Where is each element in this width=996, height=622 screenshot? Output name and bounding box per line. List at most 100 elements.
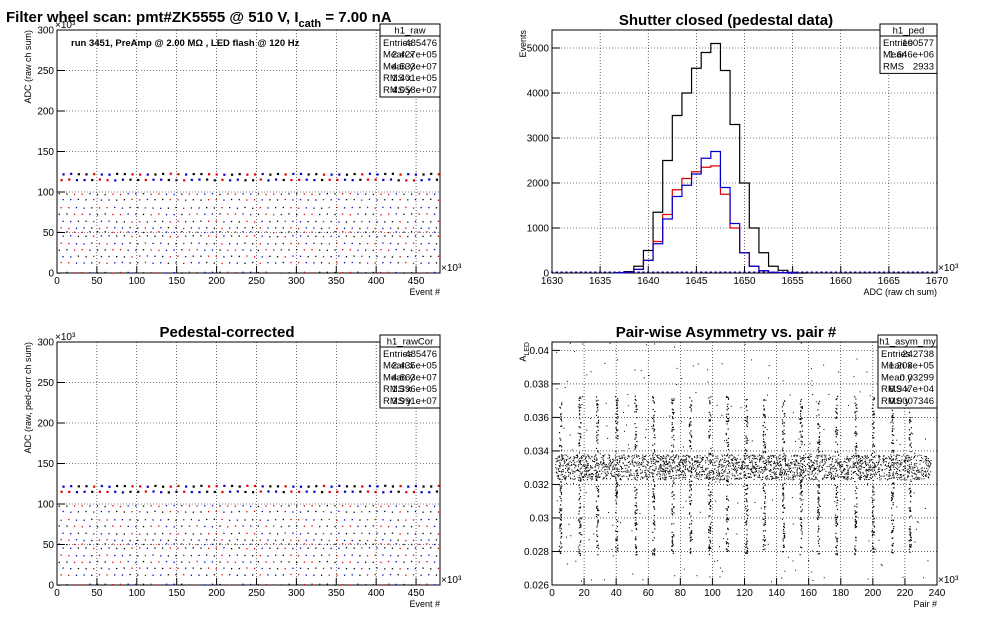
data-point [890, 477, 892, 479]
data-point [643, 458, 645, 460]
data-point [211, 543, 214, 545]
data-point [284, 532, 286, 534]
data-point [129, 519, 131, 521]
data-point [640, 463, 642, 465]
data-point [257, 272, 260, 274]
data-point [898, 454, 900, 456]
data-point [706, 468, 708, 470]
stats-row-value: 4.863e+07 [392, 372, 437, 383]
data-point [722, 458, 724, 460]
data-point [715, 455, 717, 457]
outlier-point [580, 506, 582, 508]
data-point [303, 543, 306, 545]
outlier-point [619, 522, 621, 524]
data-point [637, 472, 639, 474]
x-tick-label: 200 [208, 588, 225, 599]
data-point [150, 543, 152, 546]
data-point [888, 472, 890, 474]
data-point [785, 477, 787, 479]
data-point [836, 460, 838, 462]
data-point [292, 199, 294, 201]
data-point [866, 455, 868, 457]
data-point [851, 455, 853, 457]
data-point [288, 193, 290, 195]
data-point [892, 464, 894, 466]
data-point [866, 472, 868, 474]
spike-point [616, 538, 618, 541]
data-point [387, 231, 390, 234]
spike-point [597, 521, 599, 523]
data-point [349, 561, 351, 563]
outlier-point [867, 578, 869, 580]
data-point [96, 214, 99, 216]
data-point [855, 473, 857, 475]
data-point [905, 469, 907, 471]
data-point [357, 583, 359, 585]
spike-point [616, 495, 618, 497]
data-point [129, 227, 131, 229]
data-point [718, 463, 720, 465]
outlier-point [572, 482, 574, 484]
outlier-point [730, 405, 732, 407]
data-point [137, 574, 139, 576]
data-point [62, 256, 64, 258]
spike-point [596, 545, 599, 547]
data-point [797, 475, 799, 477]
data-point [215, 255, 217, 257]
x-tick-label: 200 [864, 588, 881, 599]
data-point [399, 484, 402, 488]
data-point [823, 463, 825, 465]
data-point [778, 477, 780, 479]
data-point [359, 555, 361, 557]
data-point [198, 207, 200, 209]
data-point [83, 227, 85, 229]
data-point [662, 460, 664, 462]
data-point [752, 454, 754, 456]
data-point [227, 505, 229, 507]
data-point [774, 462, 776, 464]
y-tick-label: 2000 [527, 179, 550, 190]
data-point [557, 475, 559, 477]
data-point [108, 199, 110, 201]
data-point [142, 543, 145, 546]
data-point [213, 539, 216, 541]
outlier-point [646, 344, 648, 346]
data-point [127, 192, 129, 195]
data-point [405, 261, 407, 264]
data-point [437, 235, 440, 237]
outlier-point [811, 571, 813, 573]
data-point [292, 567, 294, 569]
data-point [127, 505, 129, 507]
x-tick-label: 1655 [782, 276, 805, 287]
data-point [628, 475, 630, 477]
data-point [334, 505, 336, 507]
data-point [190, 518, 193, 521]
y-tick-label: 5000 [527, 44, 550, 55]
data-point [671, 458, 673, 460]
outlier-point [914, 541, 916, 543]
data-point [433, 561, 436, 563]
data-point [238, 567, 240, 570]
data-point [861, 477, 863, 479]
data-point [863, 458, 865, 460]
data-point [184, 221, 187, 223]
data-point [906, 459, 908, 461]
data-point [912, 478, 914, 480]
data-point [152, 178, 155, 181]
data-point [766, 476, 768, 478]
data-point [747, 464, 749, 466]
data-point [274, 178, 278, 181]
spike-point [578, 532, 580, 534]
data-point [848, 478, 850, 480]
data-point [747, 473, 749, 475]
data-point [607, 471, 609, 473]
data-point [712, 477, 714, 479]
data-point [915, 465, 917, 467]
data-point [914, 466, 916, 468]
data-point [135, 561, 137, 564]
data-point [846, 473, 848, 475]
data-point [681, 472, 683, 474]
data-point [98, 519, 101, 521]
data-point [663, 470, 665, 472]
data-point [135, 525, 137, 528]
